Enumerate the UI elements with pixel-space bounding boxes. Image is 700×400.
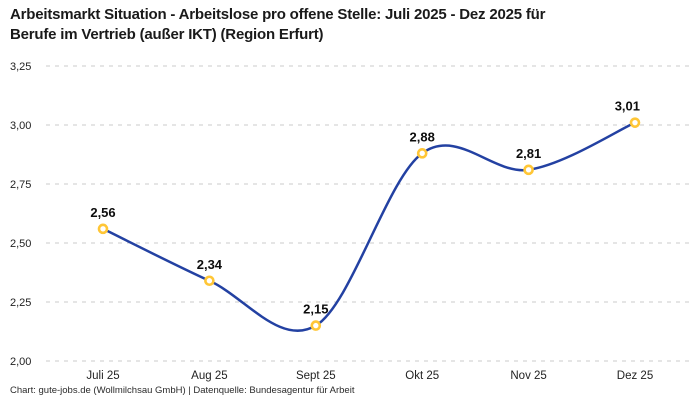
data-point-label: 3,01: [615, 99, 640, 114]
x-tick-label: Nov 25: [510, 370, 546, 382]
data-point-label: 2,34: [197, 257, 223, 272]
y-tick-label: 2,75: [10, 179, 31, 191]
series-line-path: [101, 121, 637, 333]
y-tick-label: 2,25: [10, 297, 31, 309]
data-point-marker: [97, 223, 109, 235]
data-point-marker: [204, 275, 215, 287]
chart-title: Arbeitsmarkt Situation - Arbeitslose pro…: [10, 5, 670, 45]
data-point-label: 2,56: [90, 205, 115, 220]
x-tick-label: Sept 25: [296, 370, 336, 382]
data-point-label: 2,88: [410, 129, 435, 144]
chart-title-line-1: Arbeitsmarkt Situation - Arbeitslose pro…: [10, 6, 546, 23]
y-tick-label: 3,25: [10, 61, 31, 73]
data-point-marker: [523, 164, 534, 176]
data-point-label: 2,81: [516, 146, 541, 161]
x-tick-label: Okt 25: [405, 370, 439, 382]
data-point-marker: [416, 148, 428, 159]
chart-title-line-2: Berufe im Vertrieb (außer IKT) (Region E…: [10, 26, 324, 43]
x-tick-label: Aug 25: [191, 370, 227, 382]
y-tick-label: 2,50: [10, 238, 31, 250]
y-tick-label: 3,00: [10, 120, 31, 132]
chart-footer: Chart: gute-jobs.de (Wollmilchsau GmbH) …: [10, 385, 355, 396]
data-point-marker: [629, 117, 641, 128]
y-tick-label: 2,00: [10, 356, 31, 368]
x-tick-label: Dez 25: [617, 370, 653, 382]
data-point-marker: [310, 320, 322, 331]
x-tick-label: Juli 25: [86, 370, 119, 382]
data-point-label: 2,15: [303, 302, 328, 317]
